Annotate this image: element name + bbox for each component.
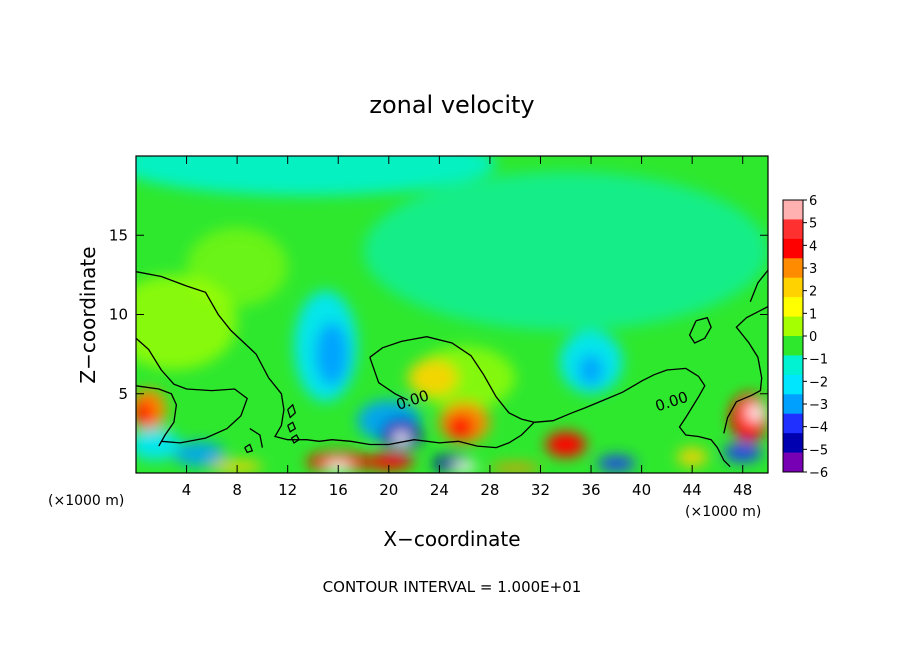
y-axis-ticks: 5 10 15 bbox=[109, 226, 768, 403]
field-blob bbox=[545, 431, 586, 458]
colorbar-segment bbox=[783, 452, 803, 473]
zero-contour bbox=[136, 385, 178, 447]
colorbar-tick-label: −1 bbox=[809, 353, 828, 368]
x-tick-label: 28 bbox=[480, 481, 499, 499]
x-tick-label: 32 bbox=[531, 481, 550, 499]
zero-contour bbox=[244, 443, 254, 454]
x-axis-label: X−coordinate bbox=[383, 527, 520, 551]
velocity-field bbox=[136, 156, 768, 473]
colorbar-segment bbox=[783, 394, 803, 415]
y-tick-label: 5 bbox=[118, 385, 128, 403]
x-tick-label: 4 bbox=[182, 481, 192, 499]
colorbar-segment bbox=[783, 355, 803, 376]
colorbar-segment bbox=[783, 258, 803, 279]
colorbar-tick-label: 5 bbox=[809, 217, 817, 232]
field-blob bbox=[446, 414, 475, 440]
zero-contour bbox=[287, 421, 297, 433]
field-blob bbox=[407, 358, 459, 397]
zero-contour bbox=[249, 428, 264, 448]
field-blob bbox=[173, 441, 225, 467]
x-tick-label: 36 bbox=[581, 481, 600, 499]
colorbar-segment bbox=[783, 297, 803, 317]
colorbar-segment bbox=[783, 433, 803, 453]
zero-contour bbox=[723, 306, 768, 434]
field-blob bbox=[677, 447, 708, 467]
contour-interval-note: CONTOUR INTERVAL = 1.000E+01 bbox=[323, 578, 582, 596]
x-tick-label: 20 bbox=[379, 481, 398, 499]
field-blob bbox=[136, 428, 181, 461]
colorbar-tick-label: 2 bbox=[809, 285, 817, 300]
y-tick-label: 15 bbox=[109, 226, 128, 244]
x-tick-label: 24 bbox=[430, 481, 449, 499]
colorbar-tick-label: −5 bbox=[809, 443, 828, 458]
chart-title: zonal velocity bbox=[369, 91, 534, 119]
colorbar-segment bbox=[783, 413, 803, 434]
zero-contour-lines bbox=[136, 269, 768, 468]
x-unit-label-right: (×1000 m) bbox=[685, 504, 761, 520]
colorbar-tick-label: −6 bbox=[809, 466, 828, 481]
zero-contour bbox=[369, 357, 409, 401]
x-tick-label: 8 bbox=[232, 481, 242, 499]
field-blob bbox=[578, 354, 604, 386]
colorbar: 6 5 4 3 2 1 0 −1 −2 −3 −4 −5 −6 bbox=[782, 194, 828, 481]
field-blob bbox=[136, 400, 154, 426]
x-tick-label: 48 bbox=[733, 481, 752, 499]
colorbar-segment bbox=[783, 316, 803, 337]
field-blob bbox=[723, 442, 762, 462]
field-blob bbox=[489, 463, 541, 473]
zero-contour bbox=[136, 271, 731, 468]
field-blob bbox=[306, 452, 370, 472]
colorbar-tick-label: 4 bbox=[809, 239, 817, 254]
colorbar-segment bbox=[783, 238, 803, 259]
colorbar-tick-label: 3 bbox=[809, 262, 817, 277]
field-blob bbox=[597, 455, 636, 472]
field-blob bbox=[186, 227, 288, 307]
colorbar-segment bbox=[783, 200, 803, 220]
y-tick-label: 10 bbox=[109, 306, 128, 324]
colorbar-tick-label: −3 bbox=[809, 398, 828, 413]
zero-contour bbox=[287, 403, 297, 419]
x-tick-label: 44 bbox=[683, 481, 702, 499]
colorbar-segment bbox=[783, 219, 803, 240]
colorbar-segment bbox=[783, 277, 803, 298]
zero-contour bbox=[290, 434, 300, 444]
field-blob bbox=[452, 461, 478, 472]
colorbar-tick-label: 1 bbox=[809, 307, 817, 322]
colorbar-tick-label: 0 bbox=[809, 330, 817, 345]
zero-contour bbox=[688, 316, 712, 344]
colorbar-tick-label: −2 bbox=[809, 375, 828, 390]
field-blob bbox=[136, 156, 497, 196]
zero-contour bbox=[136, 337, 248, 444]
field-blob bbox=[746, 404, 765, 421]
field-blob bbox=[363, 171, 768, 331]
x-tick-label: 40 bbox=[632, 481, 651, 499]
zero-contour bbox=[749, 269, 768, 303]
colorbar-segment bbox=[783, 336, 803, 356]
x-tick-label: 16 bbox=[329, 481, 348, 499]
zero-contour bbox=[369, 336, 535, 423]
field-blob bbox=[315, 322, 349, 386]
y-axis-label: Z−coordinate bbox=[76, 246, 100, 383]
x-unit-label-left: (×1000 m) bbox=[48, 493, 124, 509]
plot-area bbox=[136, 156, 768, 473]
x-tick-label: 12 bbox=[278, 481, 297, 499]
field-blob bbox=[363, 454, 415, 470]
x-axis-ticks: 4 8 12 16 20 24 28 32 36 40 44 48 bbox=[182, 156, 752, 499]
colorbar-tick-label: −4 bbox=[809, 421, 828, 436]
colorbar-tick-label: 6 bbox=[809, 194, 817, 209]
colorbar-segment bbox=[783, 374, 803, 395]
